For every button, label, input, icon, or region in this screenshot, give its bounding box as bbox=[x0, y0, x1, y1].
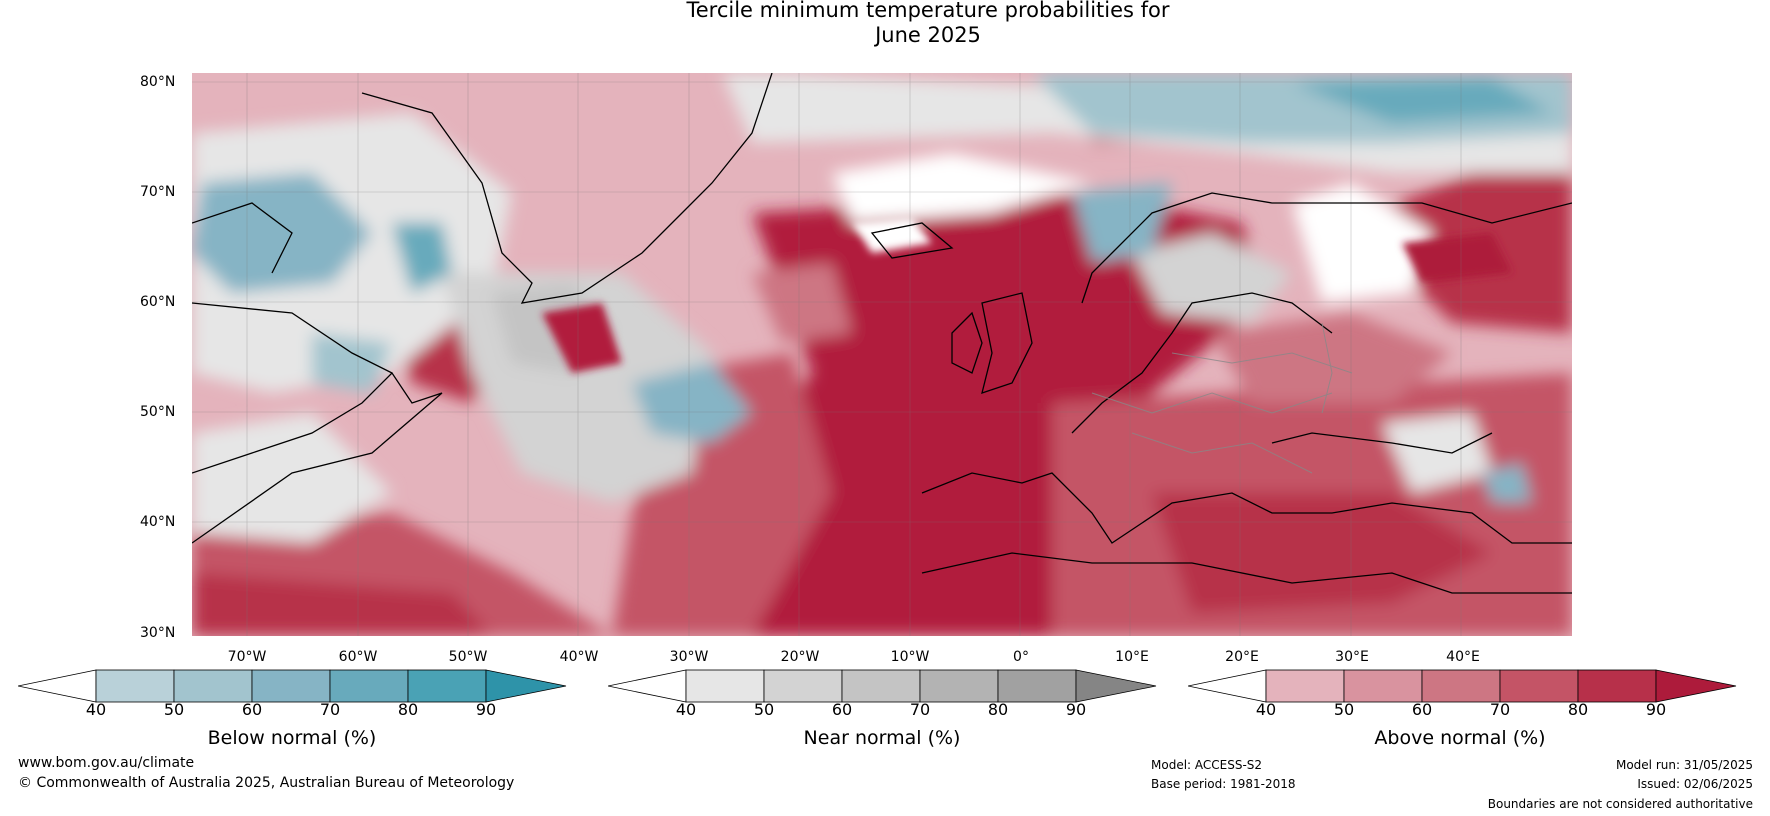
below-tick-40: 40 bbox=[85, 700, 107, 719]
near-tick-50: 50 bbox=[753, 700, 775, 719]
below-tick-70: 70 bbox=[319, 700, 341, 719]
colorbar-near-normal bbox=[607, 668, 1158, 708]
near-tick-60: 60 bbox=[831, 700, 853, 719]
lon-label-60w: 60°W bbox=[338, 649, 378, 665]
colorbar-below-normal bbox=[17, 668, 568, 708]
lat-label-50n: 50°N bbox=[140, 404, 176, 420]
colorbar-near-swatches bbox=[607, 669, 1157, 703]
above-tick-90: 90 bbox=[1645, 700, 1667, 719]
probability-map bbox=[192, 73, 1572, 636]
below-tick-90: 90 bbox=[475, 700, 497, 719]
above-tick-60: 60 bbox=[1411, 700, 1433, 719]
title-line-2: June 2025 bbox=[875, 23, 981, 47]
lat-label-80n: 80°N bbox=[140, 74, 176, 90]
website-link[interactable]: www.bom.gov.au/climate bbox=[18, 755, 195, 771]
colorbar-above-normal bbox=[1187, 668, 1738, 708]
near-tick-70: 70 bbox=[909, 700, 931, 719]
copyright-text: © Commonwealth of Australia 2025, Austra… bbox=[18, 775, 515, 791]
lat-label-70n: 70°N bbox=[140, 184, 176, 200]
issued-text: Issued: 02/06/2025 bbox=[1637, 777, 1753, 791]
above-tick-40: 40 bbox=[1255, 700, 1277, 719]
model-run-text: Model run: 31/05/2025 bbox=[1615, 758, 1753, 772]
below-normal-title: Below normal (%) bbox=[207, 727, 377, 749]
lon-label-0: 0° bbox=[1013, 649, 1029, 665]
near-tick-40: 40 bbox=[675, 700, 697, 719]
below-tick-50: 50 bbox=[163, 700, 185, 719]
lon-label-50w: 50°W bbox=[448, 649, 488, 665]
above-tick-70: 70 bbox=[1489, 700, 1511, 719]
near-tick-90: 90 bbox=[1065, 700, 1087, 719]
below-tick-60: 60 bbox=[241, 700, 263, 719]
below-tick-80: 80 bbox=[397, 700, 419, 719]
lat-label-40n: 40°N bbox=[140, 514, 176, 530]
lon-label-30e: 30°E bbox=[1335, 649, 1369, 665]
map-title: Tercile minimum temperature probabilitie… bbox=[0, 0, 1770, 48]
base-period-text: Base period: 1981-2018 bbox=[1151, 777, 1296, 791]
lon-label-40w: 40°W bbox=[559, 649, 599, 665]
above-normal-title: Above normal (%) bbox=[1374, 727, 1546, 749]
lon-label-10w: 10°W bbox=[890, 649, 930, 665]
colorbar-below-swatches bbox=[17, 669, 567, 703]
coastlines bbox=[192, 73, 1572, 594]
lon-label-20e: 20°E bbox=[1225, 649, 1259, 665]
lon-label-40e: 40°E bbox=[1446, 649, 1480, 665]
near-tick-80: 80 bbox=[987, 700, 1009, 719]
model-text: Model: ACCESS-S2 bbox=[1151, 758, 1263, 772]
title-line-1: Tercile minimum temperature probabilitie… bbox=[686, 0, 1170, 22]
lon-label-70w: 70°W bbox=[227, 649, 267, 665]
map-canvas bbox=[192, 73, 1572, 636]
lon-label-30w: 30°W bbox=[669, 649, 709, 665]
above-tick-50: 50 bbox=[1333, 700, 1355, 719]
above-tick-80: 80 bbox=[1567, 700, 1589, 719]
lon-label-20w: 20°W bbox=[780, 649, 820, 665]
lat-label-30n: 30°N bbox=[140, 625, 176, 641]
near-normal-title: Near normal (%) bbox=[803, 727, 961, 749]
colorbar-above-swatches bbox=[1187, 669, 1737, 703]
lat-label-60n: 60°N bbox=[140, 294, 176, 310]
lon-label-10e: 10°E bbox=[1115, 649, 1149, 665]
disclaimer-text: Boundaries are not considered authoritat… bbox=[1487, 797, 1753, 811]
